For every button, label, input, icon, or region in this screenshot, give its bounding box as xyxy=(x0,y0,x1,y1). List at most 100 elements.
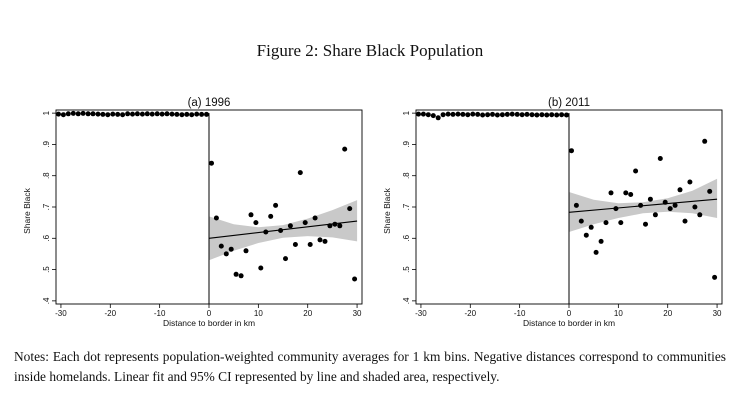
data-point xyxy=(174,111,180,117)
data-point xyxy=(697,212,703,218)
data-point xyxy=(327,223,333,229)
data-point xyxy=(623,190,629,196)
data-point xyxy=(347,206,353,212)
data-point xyxy=(519,112,525,118)
data-point xyxy=(75,111,81,117)
x-tick-label: 10 xyxy=(254,309,263,318)
data-point xyxy=(90,111,96,117)
x-tick-label: 20 xyxy=(303,309,312,318)
data-point xyxy=(179,112,185,118)
data-point xyxy=(144,111,150,117)
data-point xyxy=(425,112,431,118)
data-point xyxy=(583,232,589,238)
y-tick-label: .7 xyxy=(402,203,411,210)
data-point xyxy=(115,111,121,117)
data-point xyxy=(465,112,471,118)
data-point xyxy=(139,111,145,117)
data-point xyxy=(95,111,101,117)
data-point xyxy=(573,202,579,208)
data-point xyxy=(416,111,421,117)
data-point xyxy=(460,111,466,117)
data-point xyxy=(652,212,658,218)
data-point xyxy=(332,221,338,227)
data-point xyxy=(529,112,535,118)
x-tick-label: -20 xyxy=(465,309,477,318)
data-point xyxy=(544,112,550,118)
x-axis-label: Distance to border in km xyxy=(523,318,615,328)
data-point xyxy=(60,112,66,118)
data-point xyxy=(258,265,264,271)
data-point xyxy=(445,111,451,117)
data-point xyxy=(302,220,308,226)
y-tick-label: .6 xyxy=(402,234,411,241)
data-point xyxy=(184,111,190,117)
data-point xyxy=(534,112,540,118)
figure-title: Figure 2: Share Black Population xyxy=(256,41,484,60)
data-point xyxy=(228,246,234,252)
data-point xyxy=(125,111,131,117)
data-point xyxy=(317,237,323,243)
y-tick-label: .4 xyxy=(402,297,411,304)
data-point xyxy=(263,229,269,235)
y-tick-label: .8 xyxy=(42,172,51,179)
data-point xyxy=(100,111,106,117)
scatter-panel-1996: (a) 1996 -30 -20 -10 0 10 20 30 .4 .5 .6 .7 .8 .9 1 Dis… xyxy=(22,97,363,328)
data-point xyxy=(70,110,76,116)
data-point xyxy=(593,249,599,255)
data-point xyxy=(509,111,515,117)
x-tick-label: 0 xyxy=(567,309,572,318)
y-tick-label: .7 xyxy=(42,203,51,210)
data-point xyxy=(209,160,214,166)
x-tick-label: -10 xyxy=(514,309,526,318)
data-point xyxy=(450,111,456,117)
x-tick-label: 10 xyxy=(614,309,623,318)
data-point xyxy=(322,238,328,244)
data-point xyxy=(687,179,693,185)
data-point xyxy=(65,111,71,117)
data-point xyxy=(238,273,244,279)
data-point xyxy=(613,206,619,212)
data-point xyxy=(677,187,683,193)
x-tick-label: -20 xyxy=(105,309,117,318)
data-point xyxy=(559,112,565,118)
data-point xyxy=(435,115,441,121)
data-point xyxy=(692,204,698,210)
data-point xyxy=(490,111,495,117)
x-tick-label: -30 xyxy=(55,309,67,318)
y-tick-label: .5 xyxy=(42,266,51,273)
data-point xyxy=(164,111,170,117)
data-point xyxy=(213,215,219,221)
data-point xyxy=(647,196,653,202)
data-point xyxy=(569,148,574,154)
x-axis-label: Distance to border in km xyxy=(163,318,255,328)
data-point xyxy=(233,271,239,277)
data-point xyxy=(494,112,500,118)
data-point xyxy=(470,111,476,117)
data-point xyxy=(307,242,313,247)
y-tick-label: 1 xyxy=(42,110,51,115)
data-point xyxy=(667,206,673,212)
y-axis-label: Share Black xyxy=(382,187,392,234)
y-tick-label: .5 xyxy=(402,266,411,273)
data-point xyxy=(712,274,718,280)
data-point xyxy=(169,111,175,117)
data-point xyxy=(292,242,298,247)
data-point xyxy=(618,220,624,226)
y-tick-label: .9 xyxy=(42,141,51,148)
data-point xyxy=(608,190,614,196)
x-tick-label: 30 xyxy=(713,309,722,318)
data-point xyxy=(455,111,461,117)
data-point xyxy=(440,112,446,118)
data-point xyxy=(430,113,436,119)
data-point xyxy=(633,168,639,174)
x-tick-label: 30 xyxy=(353,309,362,318)
panel-title: (a) 1996 xyxy=(188,97,231,109)
data-point xyxy=(514,111,520,117)
y-tick-label: 1 xyxy=(402,110,411,115)
scatter-panel-2011: (b) 2011 -30 -20 -10 0 10 20 30 .4 .5 .6 .7 .8 .9 1 Dis… xyxy=(382,97,723,328)
data-point xyxy=(485,112,491,118)
y-tick-label: .8 xyxy=(402,172,411,179)
data-point xyxy=(337,223,343,229)
data-point xyxy=(682,218,688,224)
x-tick-label: -10 xyxy=(154,309,166,318)
